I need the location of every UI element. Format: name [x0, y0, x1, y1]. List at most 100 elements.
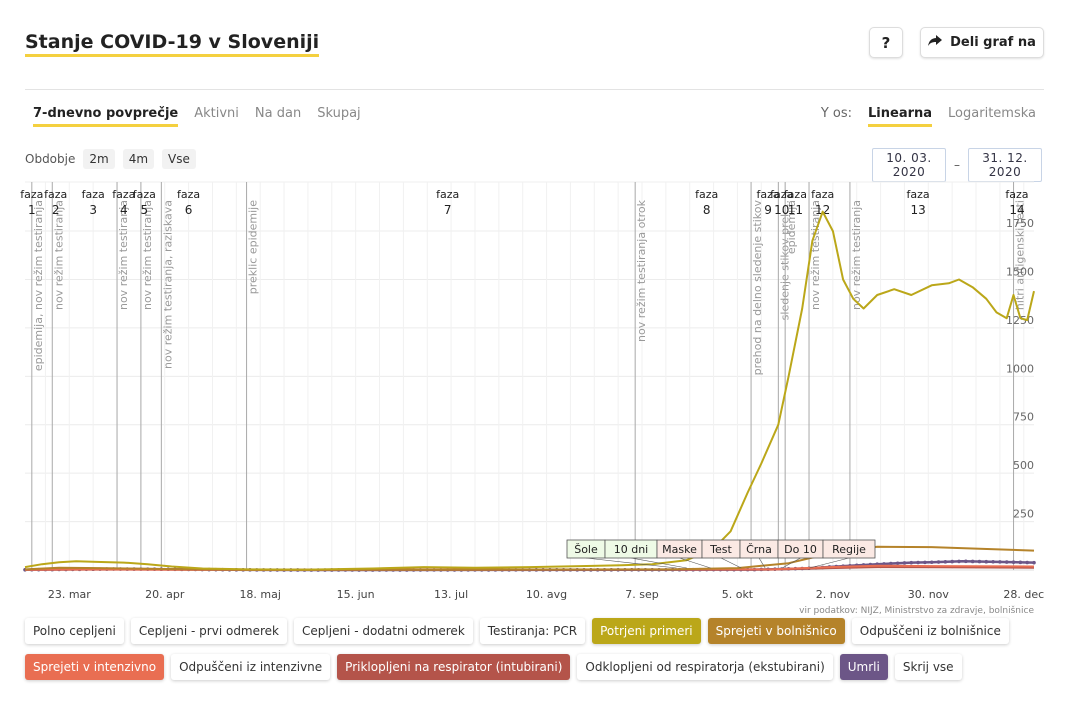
event-leader-line — [720, 557, 742, 569]
legend-testiranja-pcr-button[interactable]: Testiranja: PCR — [479, 618, 586, 644]
series-point — [957, 559, 961, 564]
event-label: Črna — [746, 543, 772, 556]
phase-label-word: faza — [82, 188, 105, 201]
y-tick-label: 1750 — [1006, 217, 1034, 230]
event-label: Do 10 — [784, 543, 817, 556]
x-tick-label: 30. nov — [908, 588, 950, 601]
period-4m-button[interactable]: 4m — [122, 149, 155, 169]
series-point — [977, 559, 982, 564]
event-label: 10 dni — [614, 543, 649, 556]
phase-label-word: faza — [784, 188, 807, 201]
yaxis-scale-control: Y os: Linearna Logaritemska — [821, 106, 1036, 127]
page-title: Stanje COVID-19 v Sloveniji — [25, 31, 320, 57]
legend-priklopljeni-na-respirator-intubirani-button[interactable]: Priklopljeni na respirator (intubirani) — [337, 654, 571, 680]
legend-sprejeti-v-intenzivno-button[interactable]: Sprejeti v intenzivno — [25, 654, 165, 680]
legend-row-1: Polno cepljeni Cepljeni - prvi odmerek Cep… — [25, 618, 1009, 644]
date-separator: – — [954, 158, 960, 172]
legend-sprejeti-v-bolnisnico-button[interactable]: Sprejeti v bolnišnico — [707, 618, 845, 644]
period-all-button[interactable]: Vse — [162, 149, 196, 169]
date-to-input[interactable]: 31. 12. 2020 — [968, 148, 1042, 182]
phase-label-number: 9 — [764, 203, 772, 217]
boundary-label: hitri antigenski testi — [1014, 200, 1027, 310]
help-button[interactable]: ? — [869, 27, 903, 58]
legend-odklopljeni-od-respiratorja-ekstubirani-button[interactable]: Odklopljeni od respiratorja (ekstubirani… — [577, 654, 833, 680]
phase-label-number: 8 — [703, 203, 711, 217]
phase-label: faza 3 — [82, 188, 105, 217]
boundary-label: epidemija — [785, 200, 798, 254]
yaxis-log-option[interactable]: Logaritemska — [948, 106, 1036, 121]
boundary-label: preklic epidemije — [247, 200, 260, 294]
phase-label-number: 12 — [815, 203, 830, 217]
series-point — [923, 560, 927, 565]
phase-label: faza 13 — [907, 188, 930, 217]
phase-label-word: faza — [757, 188, 780, 201]
boundary-label: nov režim testiranja otrok — [635, 199, 648, 342]
event-leader-line — [585, 557, 677, 569]
series-point — [950, 559, 954, 564]
phase-label: faza 11 — [784, 188, 807, 217]
phase-label-number: 1 — [28, 203, 36, 217]
series-point — [970, 559, 975, 564]
event-label: Maske — [662, 543, 697, 556]
share-button[interactable]: Deli graf na — [920, 27, 1044, 58]
tab-active[interactable]: Aktivni — [194, 106, 239, 121]
series-point — [929, 560, 934, 565]
phase-label-word: faza — [695, 188, 718, 201]
x-tick-label: 28. dec — [1003, 588, 1044, 601]
phase-label-number: 5 — [140, 203, 148, 217]
legend-cepljeni-prvi-odmerek-button[interactable]: Cepljeni - prvi odmerek — [130, 618, 288, 644]
data-source-note: vir podatkov: NIJZ, Ministrstvo za zdrav… — [799, 605, 1034, 616]
boundary-label: epidemija, nov režim testiranja — [32, 200, 45, 371]
event-label: Test — [709, 543, 732, 556]
event-box — [822, 539, 876, 559]
boundary-label: nov režim testiranja — [117, 200, 130, 310]
event-annotations: Šole 10 dni Maske Test Črna Do 10 Regije — [566, 539, 876, 569]
yaxis-label: Y os: — [820, 106, 853, 121]
series-point — [1025, 560, 1029, 565]
x-tick-label: 2. nov — [816, 588, 851, 601]
phase-label: faza 1 — [20, 188, 43, 217]
phase-label-word: faza — [44, 188, 67, 201]
x-tick-label: 7. sep — [625, 588, 658, 601]
series-point — [984, 559, 989, 564]
phase-label: faza 12 — [811, 188, 834, 217]
y-tick-label: 1000 — [1006, 362, 1034, 375]
legend-polno-cepljeni-button[interactable]: Polno cepljeni — [25, 618, 124, 644]
phase-label-word: faza — [436, 188, 459, 201]
x-tick-label: 5. okt — [722, 588, 754, 601]
legend-skrij-vse-button[interactable]: Skrij vse — [894, 654, 962, 680]
yaxis-linear-option[interactable]: Linearna — [868, 106, 933, 127]
series-layer — [23, 210, 1036, 572]
boundary-label: prehod na delno sledenje stikov — [751, 200, 764, 376]
event-annotation: Test — [701, 539, 742, 569]
phase-label-number: 11 — [788, 203, 803, 217]
boundary-label: nov režim testiranja, raziskava — [161, 200, 174, 369]
series-point — [964, 559, 968, 564]
phase-label-number: 3 — [89, 203, 97, 217]
phase-label-number: 4 — [120, 203, 128, 217]
phase-label-word: faza — [811, 188, 834, 201]
tab-7day-average[interactable]: 7-dnevno povprečje — [33, 106, 179, 127]
period-2m-button[interactable]: 2m — [83, 149, 115, 169]
legend-umrli-button[interactable]: Umrli — [839, 654, 888, 680]
boundary-label: nov režim testiranja — [850, 200, 863, 310]
share-arrow-icon — [928, 34, 943, 51]
legend-odpusceni-iz-bolnisnice-button[interactable]: Odpuščeni iz bolnišnice — [851, 618, 1009, 644]
legend-potrjeni-primeri-button[interactable]: Potrjeni primeri — [592, 618, 701, 644]
phase-label-word: faza — [907, 188, 930, 201]
date-range: 10. 03. 2020 – 31. 12. 2020 — [872, 148, 1042, 182]
date-from-input[interactable]: 10. 03. 2020 — [872, 148, 946, 182]
y-tick-label: 1500 — [1006, 265, 1034, 278]
series-point — [1004, 560, 1009, 564]
phase-label-number: 10 — [774, 203, 789, 217]
tab-daily[interactable]: Na dan — [254, 106, 302, 121]
series-point — [1011, 560, 1016, 565]
legend-odpusceni-iz-intenzivne-button[interactable]: Odpuščeni iz intenzivne — [171, 654, 331, 680]
phase-label-word: faza — [133, 188, 156, 201]
covid-chart[interactable]: epidemija, nov režim testiranja nov režim… — [0, 178, 1072, 618]
phase-label: faza 9 — [757, 188, 780, 217]
legend-cepljeni-dodatni-odmerek-button[interactable]: Cepljeni - dodatni odmerek — [294, 618, 473, 644]
x-tick-label: 10. avg — [526, 588, 567, 601]
tab-total[interactable]: Skupaj — [317, 106, 361, 121]
y-tick-label: 750 — [1013, 411, 1034, 424]
